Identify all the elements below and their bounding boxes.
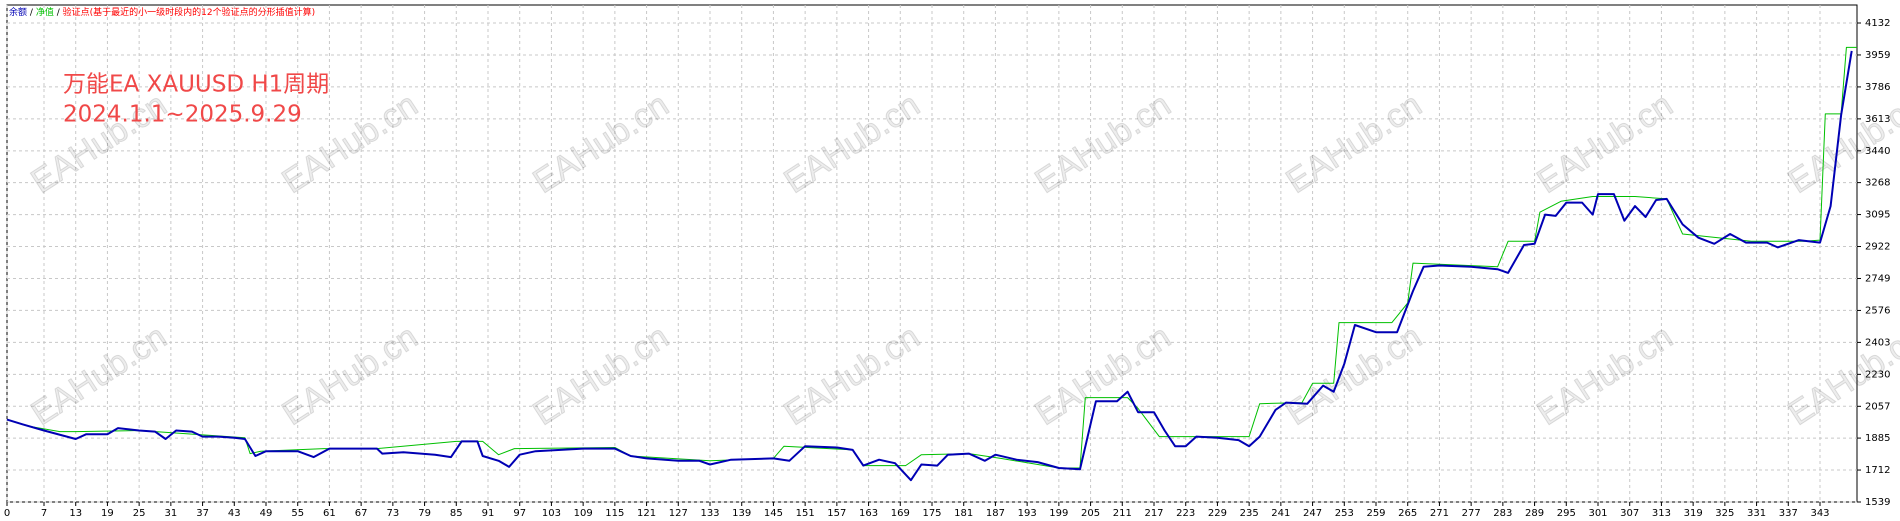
x-tick-label: 55 (291, 508, 304, 519)
y-tick-label: 2749 (1865, 273, 1890, 284)
x-tick-label: 217 (1144, 508, 1163, 519)
x-tick-label: 343 (1810, 508, 1829, 519)
y-tick-label: 3440 (1865, 146, 1890, 157)
x-tick-label: 79 (418, 508, 431, 519)
x-tick-label: 151 (796, 508, 815, 519)
y-tick-label: 3613 (1865, 114, 1890, 125)
x-tick-label: 0 (4, 508, 10, 519)
x-tick-label: 115 (605, 508, 624, 519)
x-tick-label: 181 (954, 508, 973, 519)
x-tick-label: 103 (542, 508, 561, 519)
annotation: 2024.1.1~2025.9.29 (63, 102, 302, 128)
y-tick-label: 2230 (1865, 369, 1890, 380)
series-line (6, 50, 1853, 482)
x-tick-label: 289 (1525, 508, 1544, 519)
x-tick-label: 241 (1271, 508, 1290, 519)
y-tick-label: 1885 (1865, 433, 1890, 444)
x-tick-label: 157 (827, 508, 846, 519)
x-tick-label: 19 (101, 508, 114, 519)
x-tick-label: 73 (386, 508, 399, 519)
annotation: 万能EA XAUUSD H1周期 (63, 72, 329, 98)
x-tick-label: 139 (732, 508, 751, 519)
x-tick-label: 25 (133, 508, 146, 519)
legend-entry: 净值 (36, 6, 54, 18)
y-tick-label: 3095 (1865, 210, 1890, 221)
x-tick-label: 133 (700, 508, 719, 519)
x-tick-label: 145 (764, 508, 783, 519)
y-tick-label: 2922 (1865, 242, 1890, 253)
y-tick-label: 2057 (1865, 401, 1890, 412)
x-tick-label: 223 (1176, 508, 1195, 519)
x-tick-label: 199 (1049, 508, 1068, 519)
x-tick-label: 67 (355, 508, 368, 519)
x-tick-label: 271 (1430, 508, 1449, 519)
x-tick-label: 277 (1462, 508, 1481, 519)
x-tick-label: 319 (1684, 508, 1703, 519)
x-tick-label: 325 (1715, 508, 1734, 519)
x-tick-label: 49 (260, 508, 273, 519)
legend-note: 验证点(基于最近的小一级时段内的12个验证点的分形插值计算) (63, 6, 315, 18)
x-tick-label: 7 (41, 508, 47, 519)
legend: 余额 / 净值 / 验证点(基于最近的小一级时段内的12个验证点的分形插值计算) (9, 6, 315, 18)
x-tick-label: 235 (1240, 508, 1259, 519)
grid (6, 5, 1857, 503)
x-tick-label: 43 (228, 508, 241, 519)
x-tick-label: 37 (196, 508, 209, 519)
x-tick-label: 307 (1620, 508, 1639, 519)
x-tick-label: 97 (513, 508, 526, 519)
x-tick-label: 205 (1081, 508, 1100, 519)
x-tick-label: 61 (323, 508, 336, 519)
x-tick-label: 295 (1557, 508, 1576, 519)
x-tick-label: 265 (1398, 508, 1417, 519)
x-tick-label: 169 (891, 508, 910, 519)
x-tick-label: 13 (69, 508, 82, 519)
y-tick-label: 2576 (1865, 305, 1890, 316)
x-tick-label: 283 (1493, 508, 1512, 519)
x-tick-label: 109 (574, 508, 593, 519)
y-tick-label: 3786 (1865, 82, 1890, 93)
x-tick-label: 331 (1747, 508, 1766, 519)
series-line (6, 46, 1857, 469)
x-tick-label: 163 (859, 508, 878, 519)
x-tick-label: 337 (1779, 508, 1798, 519)
y-tick-label: 3959 (1865, 50, 1890, 61)
x-tick-label: 301 (1588, 508, 1607, 519)
x-tick-label: 229 (1208, 508, 1227, 519)
x-tick-label: 253 (1335, 508, 1354, 519)
x-tick-label: 91 (482, 508, 495, 519)
y-tick-label: 1539 (1865, 497, 1890, 508)
x-tick-label: 121 (637, 508, 656, 519)
legend-entry: 余额 (9, 6, 27, 18)
y-tick-label: 2403 (1865, 337, 1890, 348)
x-tick-label: 247 (1303, 508, 1322, 519)
x-tick-label: 127 (669, 508, 688, 519)
x-tick-label: 259 (1366, 508, 1385, 519)
x-tick-label: 193 (1018, 508, 1037, 519)
x-tick-label: 187 (986, 508, 1005, 519)
x-tick-label: 175 (922, 508, 941, 519)
y-tick-label: 4132 (1865, 18, 1890, 29)
y-tick-label: 3268 (1865, 178, 1890, 189)
legend-separator: / (57, 8, 61, 18)
x-tick-label: 85 (450, 508, 463, 519)
x-tick-label: 313 (1652, 508, 1671, 519)
legend-separator: / (30, 8, 34, 18)
y-tick-label: 1712 (1865, 465, 1890, 476)
lines (6, 46, 1857, 482)
x-tick-label: 31 (164, 508, 177, 519)
x-tick-label: 211 (1113, 508, 1132, 519)
ticks: 1539171218852057223024032576274929223095… (4, 18, 1891, 519)
